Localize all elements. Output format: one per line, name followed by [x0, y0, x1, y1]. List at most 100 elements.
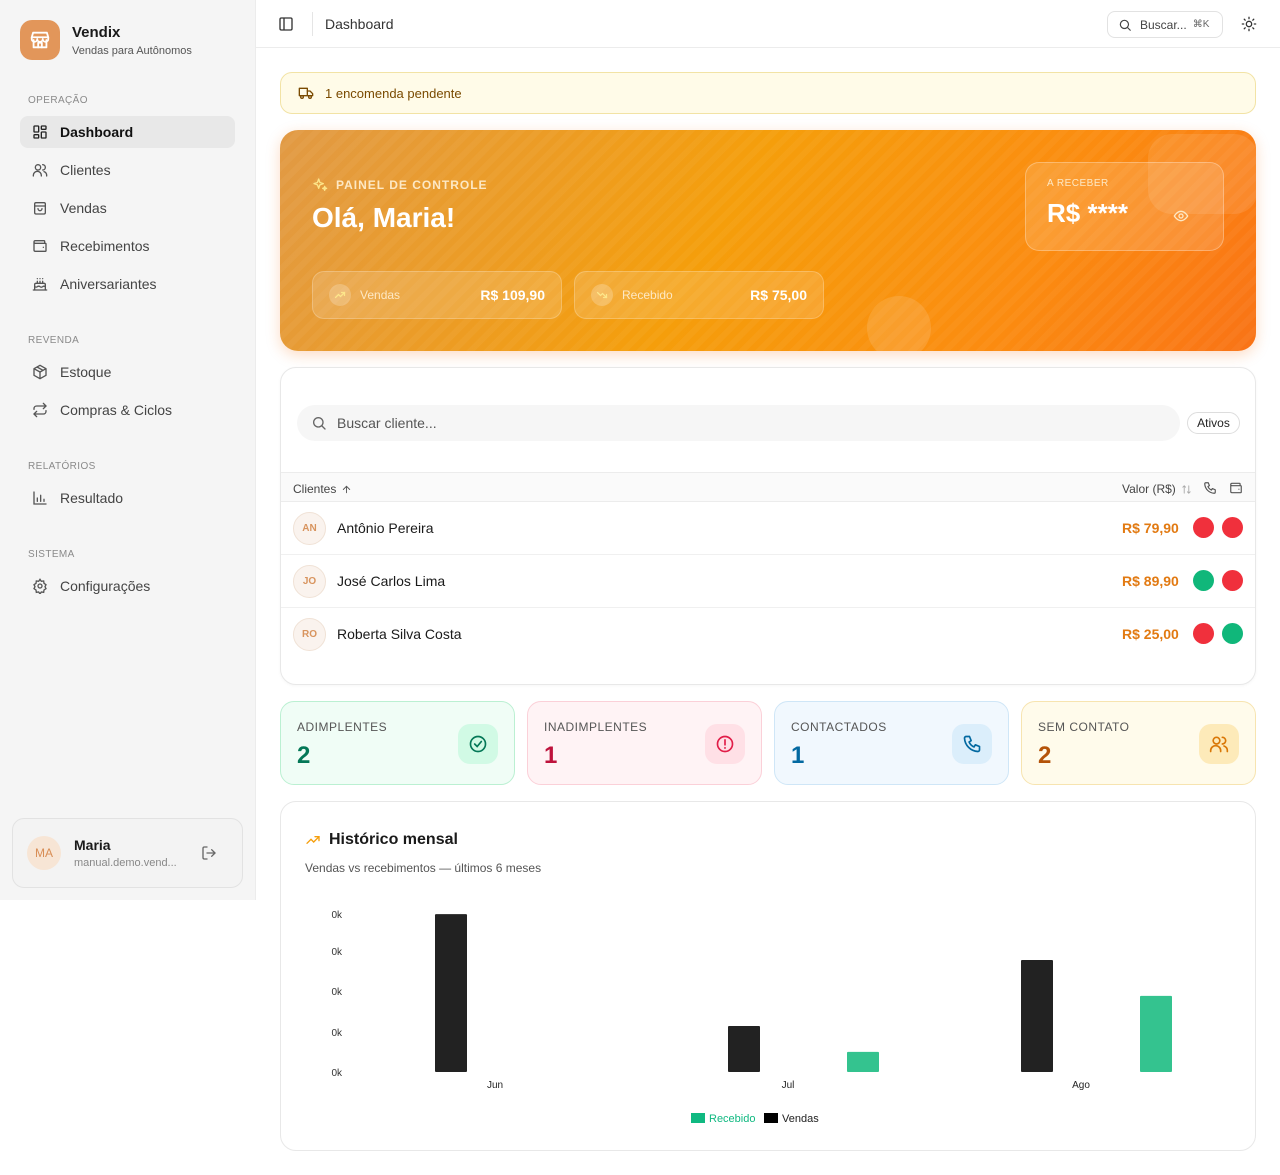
trending-up-icon [329, 284, 351, 306]
stat-card-sem-contato[interactable]: SEM CONTATO 2 [1021, 701, 1256, 785]
alert-circle-icon [705, 724, 745, 764]
avatar: AN [293, 512, 326, 545]
receivable-label: A RECEBER [1047, 178, 1109, 189]
truck-icon [298, 87, 314, 99]
avatar: MA [27, 836, 61, 870]
eye-icon[interactable] [1173, 208, 1189, 224]
hero-decoration [1148, 134, 1256, 214]
stat-card-inadimplentes[interactable]: INADIMPLENTES 1 [527, 701, 762, 785]
sidebar-item-label: Resultado [60, 490, 124, 506]
table-row[interactable]: JO José Carlos Lima R$ 89,90 [281, 555, 1255, 608]
trending-down-icon [591, 284, 613, 306]
sales-label: Vendas [360, 288, 401, 302]
sort-icon [1182, 484, 1191, 494]
legend-label: Recebido [709, 1113, 755, 1125]
column-header-label: Valor (R$) [1122, 482, 1176, 496]
received-value: R$ 75,00 [750, 287, 807, 303]
sidebar-item-label: Clientes [60, 162, 111, 178]
phone-icon [952, 724, 992, 764]
users-icon [1199, 724, 1239, 764]
client-name: José Carlos Lima [337, 573, 446, 589]
sidebar-item-resultado[interactable]: Resultado [20, 482, 235, 514]
users-icon [32, 164, 48, 177]
user-card[interactable]: MA Maria manual.demo.vend... [12, 818, 243, 888]
sales-pill: Vendas R$ 109,90 [312, 271, 562, 319]
legend-swatch [764, 1113, 778, 1123]
payment-status-dot[interactable] [1222, 570, 1243, 591]
sidebar-item-compras-ciclos[interactable]: Compras & Ciclos [20, 394, 235, 426]
cake-icon [32, 278, 48, 291]
search-icon [1119, 19, 1131, 31]
bar-recebido-ago [1140, 995, 1172, 1072]
contact-status-dot[interactable] [1193, 517, 1214, 538]
receivable-card: A RECEBER R$ **** [1025, 162, 1224, 251]
column-header-value[interactable]: Valor (R$) [1122, 482, 1192, 496]
bar-vendas-jun [435, 914, 467, 1072]
bar-vendas-jul [728, 1026, 760, 1072]
avatar: JO [293, 565, 326, 598]
bar-recebido-jul [847, 1051, 879, 1072]
sparkles-icon [313, 178, 328, 191]
stat-value: 2 [1038, 742, 1052, 769]
sidebar-item-clientes[interactable]: Clientes [20, 154, 235, 186]
page-title: Dashboard [325, 16, 394, 32]
sidebar-item-label: Dashboard [60, 124, 134, 140]
hero-decoration [867, 296, 931, 351]
sidebar-item-dashboard[interactable]: Dashboard [20, 116, 235, 148]
search-shortcut: ⌘K [1192, 19, 1210, 30]
wallet-icon [33, 240, 47, 252]
legend-swatch [691, 1113, 705, 1123]
hero-eyebrow-text: PAINEL DE CONTROLE [336, 178, 488, 192]
stat-value: 1 [791, 742, 805, 769]
payment-status-dot[interactable] [1222, 623, 1243, 644]
table-row[interactable]: AN Antônio Pereira R$ 79,90 [281, 502, 1255, 555]
topbar: Dashboard Buscar... ⌘K [256, 0, 1280, 48]
brand[interactable]: Vendix Vendas para Autônomos [20, 20, 192, 60]
bar-vendas-ago [1021, 959, 1053, 1072]
column-header-clients[interactable]: Clientes [293, 482, 352, 496]
x-tick-label: Ago [1072, 1080, 1090, 1091]
sidebar-item-label: Configurações [60, 578, 151, 594]
sidebar-item-estoque[interactable]: Estoque [20, 356, 235, 388]
sun-icon[interactable] [1241, 16, 1257, 32]
wallet-icon [1230, 482, 1242, 494]
filter-active-button[interactable]: Ativos [1187, 412, 1240, 434]
hero-greeting: Olá, Maria! [312, 202, 456, 233]
hero-eyebrow: PAINEL DE CONTROLE [312, 177, 488, 193]
client-name: Antônio Pereira [337, 520, 434, 536]
sales-value: R$ 109,90 [480, 287, 545, 303]
sidebar-item-recebimentos[interactable]: Recebimentos [20, 230, 235, 262]
sidebar-item-vendas[interactable]: Vendas [20, 192, 235, 224]
sidebar-item-label: Aniversariantes [60, 276, 157, 292]
logout-icon[interactable] [201, 845, 217, 861]
x-tick-label: Jul [782, 1080, 795, 1091]
column-header-label: Clientes [293, 482, 337, 496]
gear-icon [33, 578, 47, 594]
search-label: Buscar... [1140, 17, 1187, 32]
table-row[interactable]: RO Roberta Silva Costa R$ 25,00 [281, 608, 1255, 661]
contact-status-dot[interactable] [1193, 570, 1214, 591]
y-tick-label: 0k [331, 947, 343, 958]
contact-status-dot[interactable] [1193, 623, 1214, 644]
sidebar-toggle-icon[interactable] [278, 16, 294, 32]
client-value: R$ 89,90 [1122, 573, 1179, 589]
client-value: R$ 79,90 [1122, 520, 1179, 536]
receivable-value: R$ **** [1047, 198, 1128, 228]
chart-title-text: Histórico mensal [329, 831, 458, 848]
payment-status-dot[interactable] [1222, 517, 1243, 538]
section-title-operacao: OPERAÇÃO [28, 95, 88, 106]
trending-up-icon [306, 836, 320, 844]
hero-pattern [280, 130, 1256, 351]
stat-card-adimplentes[interactable]: ADIMPLENTES 2 [280, 701, 515, 785]
stat-card-contactados[interactable]: CONTACTADOS 1 [774, 701, 1009, 785]
global-search-button[interactable]: Buscar... ⌘K [1107, 11, 1223, 38]
pending-orders-alert[interactable]: 1 encomenda pendente [280, 72, 1256, 114]
stat-value: 1 [544, 742, 558, 769]
client-search-input[interactable]: Buscar cliente... [297, 405, 1180, 441]
received-label: Recebido [622, 288, 673, 302]
hero-panel: PAINEL DE CONTROLE Olá, Maria! Vendas R$… [280, 130, 1256, 351]
sidebar-item-configuracoes[interactable]: Configurações [20, 570, 235, 602]
dashboard-icon [33, 125, 47, 139]
search-icon [313, 417, 326, 430]
sidebar-item-aniversariantes[interactable]: Aniversariantes [20, 268, 235, 300]
